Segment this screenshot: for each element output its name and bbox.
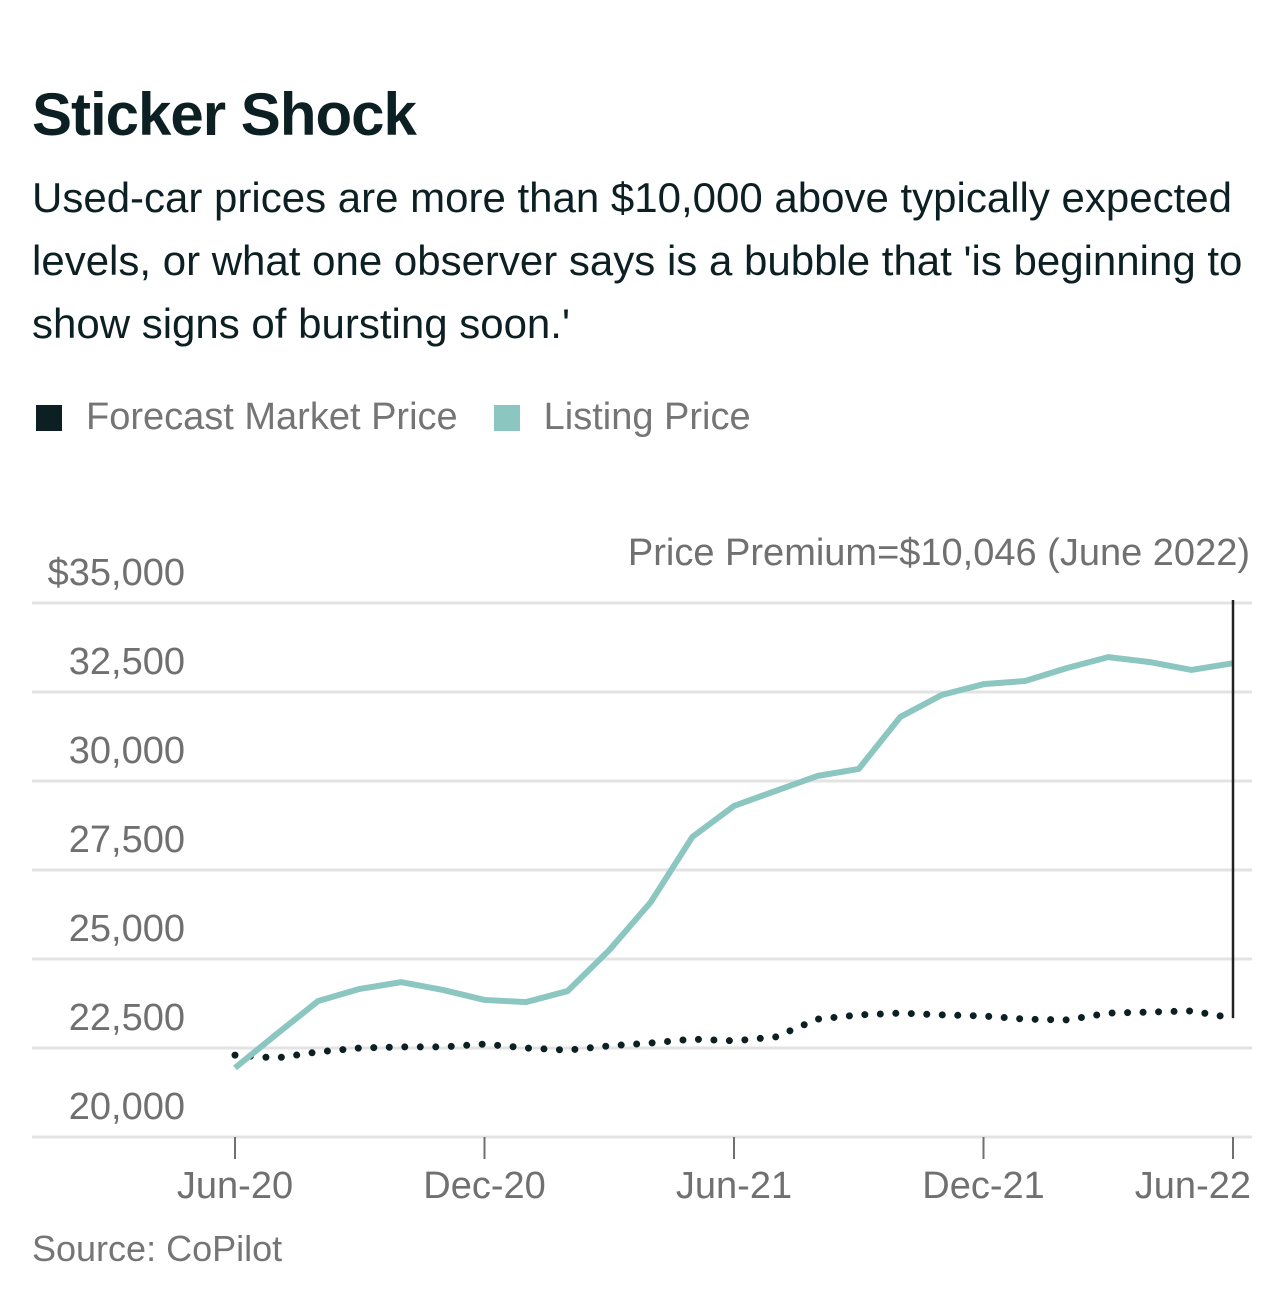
legend-item-forecast: Forecast Market Price — [36, 396, 458, 439]
series — [231, 654, 1237, 1071]
annotations: Price Premium=$10,046 (June 2022) — [628, 532, 1250, 1019]
x-tick-label: Dec-21 — [922, 1165, 1045, 1207]
series-line-listing-price — [233, 654, 1234, 1071]
x-axis-ticks: Jun-20 Dec-20 Jun-21 Dec-21 Jun-22 — [177, 1137, 1251, 1207]
chart-subtitle: Used-car prices are more than $10,000 ab… — [32, 174, 1243, 347]
legend-item-listing: Listing Price — [493, 396, 751, 439]
legend-label-listing: Listing Price — [543, 396, 751, 438]
y-tick-label: 27,500 — [69, 819, 185, 861]
y-axis-ticks: 20,000 22,500 25,000 27,500 30,000 32,500 $35,… — [48, 552, 185, 1128]
y-tick-label: 20,000 — [69, 1086, 185, 1128]
x-tick-label: Jun-21 — [676, 1165, 792, 1207]
y-tick-label: 32,500 — [69, 641, 185, 683]
legend: Forecast Market Price Listing Price — [36, 396, 787, 439]
x-tick-label: Jun-22 — [1135, 1165, 1251, 1207]
y-tick-label: 25,000 — [69, 908, 185, 950]
chart-title: Sticker Shock — [32, 81, 417, 148]
price-premium-annotation: Price Premium=$10,046 (June 2022) — [628, 532, 1250, 574]
y-tick-label: $35,000 — [48, 552, 185, 594]
series-line-forecast-market-price — [231, 1007, 1237, 1062]
x-tick-label: Jun-20 — [177, 1165, 293, 1207]
legend-swatch-listing — [493, 404, 520, 431]
x-tick-label: Dec-20 — [423, 1165, 546, 1207]
y-tick-label: 30,000 — [69, 730, 185, 772]
legend-swatch-forecast — [36, 404, 62, 431]
legend-label-forecast: Forecast Market Price — [86, 396, 458, 438]
source-note: Source: CoPilot — [32, 1228, 283, 1269]
y-tick-label: 22,500 — [69, 997, 185, 1039]
gridlines — [32, 601, 1252, 1139]
